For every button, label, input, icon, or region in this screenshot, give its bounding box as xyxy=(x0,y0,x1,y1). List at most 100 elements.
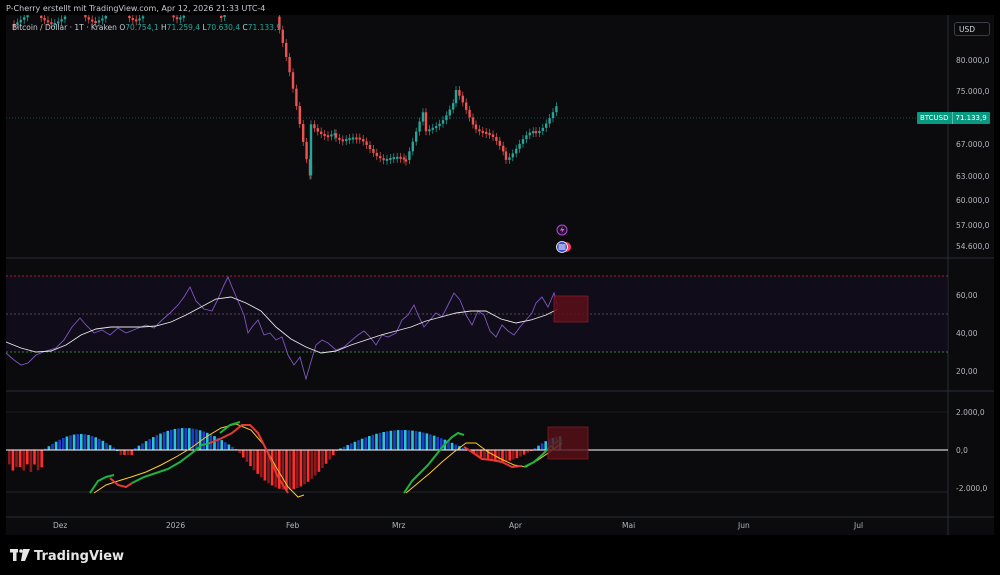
macd-histogram-bar xyxy=(483,450,486,459)
macd-histogram-bar xyxy=(249,450,252,467)
candle-body xyxy=(97,20,101,23)
macd-histogram-bar xyxy=(206,432,209,450)
macd-histogram-bar xyxy=(281,450,285,490)
macd-histogram-bar xyxy=(288,450,292,490)
candle-body xyxy=(498,140,501,146)
candle-body xyxy=(330,134,333,137)
candle-body xyxy=(532,131,535,134)
macd-histogram-bar xyxy=(101,440,105,450)
time-axis-label: Apr xyxy=(509,521,523,530)
time-axis-label: Mai xyxy=(622,521,635,530)
currency-button[interactable]: USD xyxy=(954,22,990,36)
macd-histogram-bar xyxy=(54,441,58,450)
candle-body xyxy=(326,135,330,138)
macd-histogram-bar xyxy=(278,450,281,489)
time-axis-label: Mrz xyxy=(392,521,406,530)
candle-body xyxy=(334,133,338,138)
macd-histogram-bar xyxy=(357,440,360,450)
macd-histogram-bar xyxy=(544,441,547,450)
macd-histogram-bar xyxy=(144,441,148,450)
macd-histogram-bar xyxy=(540,443,544,450)
macd-histogram-bar xyxy=(58,439,61,450)
candle-body xyxy=(495,137,498,141)
candle-body xyxy=(382,158,385,161)
macd-histogram-bar xyxy=(22,450,25,471)
candle-body xyxy=(179,17,182,20)
price-tag-value: 71.133,9 xyxy=(955,114,987,122)
candle-body xyxy=(53,22,56,25)
candle-body xyxy=(461,95,464,103)
time-axis-label: Dez xyxy=(53,521,67,530)
price-axis-label: 54.600,0 xyxy=(956,242,990,251)
high-key: H xyxy=(161,23,167,32)
macd-axis-label: 2.000,0 xyxy=(956,408,985,417)
tradingview-logo-text: TradingView xyxy=(34,548,125,564)
candle-body xyxy=(458,90,461,96)
macd-histogram-bar xyxy=(407,430,411,450)
macd-axis[interactable]: 2.000,0 0,0 -2.000,0 xyxy=(956,408,988,493)
candle-body xyxy=(26,15,29,18)
chart-attribution: P-Cherry erstellt mit TradingView.com, A… xyxy=(6,4,266,13)
candle-body xyxy=(43,18,46,21)
candle-body xyxy=(341,139,344,142)
candle-body xyxy=(438,123,441,127)
macd-histogram-bar xyxy=(508,450,511,461)
tradingview-logo[interactable]: TradingView xyxy=(10,547,124,565)
candle-body xyxy=(323,133,326,136)
macd-histogram-bar xyxy=(220,440,223,450)
candle-body xyxy=(448,109,451,116)
candle-body xyxy=(441,120,445,124)
candle-body xyxy=(396,156,399,159)
macd-axis-label: -2.000,0 xyxy=(956,484,988,493)
us-flag-event-icon[interactable] xyxy=(556,241,572,253)
macd-histogram-bar xyxy=(180,428,184,450)
candle-body xyxy=(141,16,145,19)
time-axis[interactable]: Dez 2026 Feb Mrz Apr Mai Jun Jul xyxy=(53,521,863,530)
candle-body xyxy=(281,29,284,43)
macd-histogram-bar xyxy=(429,434,432,450)
symbol-legend[interactable]: Bitcoin / Dollar · 1T · Kraken O70.754,1… xyxy=(12,23,281,32)
macd-histogram-bar xyxy=(436,436,439,450)
candle-body xyxy=(60,19,63,22)
macd-histogram-bar xyxy=(303,450,306,485)
macd-histogram-bar xyxy=(173,428,177,450)
macd-histogram-bar xyxy=(296,450,299,489)
candle-body xyxy=(305,141,308,160)
candle-body xyxy=(351,137,355,140)
chart-area[interactable]: 80.000,0 75.000,0 67.000,0 63.000,0 60.0… xyxy=(5,11,994,535)
candle-body xyxy=(362,138,365,142)
macd-histogram-bar xyxy=(159,433,162,450)
rsi-axis[interactable]: 60,00 40,00 20,00 xyxy=(956,291,978,376)
macd-histogram-bar xyxy=(26,450,29,465)
macd-histogram-bar xyxy=(440,438,443,450)
macd-histogram-bar xyxy=(396,430,400,450)
candle-body xyxy=(435,126,438,129)
candle-body xyxy=(40,15,43,19)
candle-body xyxy=(555,106,558,113)
macd-histogram-bar xyxy=(51,443,54,450)
rsi-axis-label: 20,00 xyxy=(956,367,978,376)
macd-line-red xyxy=(109,424,523,494)
tradingview-logo-icon xyxy=(10,547,30,565)
macd-histogram-bar xyxy=(148,439,151,450)
macd-pane xyxy=(6,411,948,498)
macd-histogram-bar xyxy=(105,442,108,450)
macd-histogram-bar xyxy=(519,450,522,457)
candle-body xyxy=(452,103,455,110)
price-axis[interactable]: 80.000,0 75.000,0 67.000,0 63.000,0 60.0… xyxy=(956,56,990,251)
time-axis-label: Jul xyxy=(853,521,863,530)
price-axis-label: 63.000,0 xyxy=(956,172,990,181)
high-value: 71.259,4 xyxy=(166,23,201,32)
macd-histogram-bar xyxy=(472,450,475,454)
candle-body xyxy=(465,102,468,110)
macd-histogram-bar xyxy=(184,428,187,450)
candle-body xyxy=(298,106,301,125)
macd-histogram-bar xyxy=(238,450,241,454)
macd-histogram-bar xyxy=(299,450,303,487)
lightning-event-icon[interactable] xyxy=(556,224,568,236)
macd-histogram-bar xyxy=(242,450,245,458)
candle-body xyxy=(295,88,298,107)
macd-histogram-bar xyxy=(267,450,270,484)
price-axis-label: 75.000,0 xyxy=(956,87,990,96)
macd-histogram-bar xyxy=(216,438,220,450)
